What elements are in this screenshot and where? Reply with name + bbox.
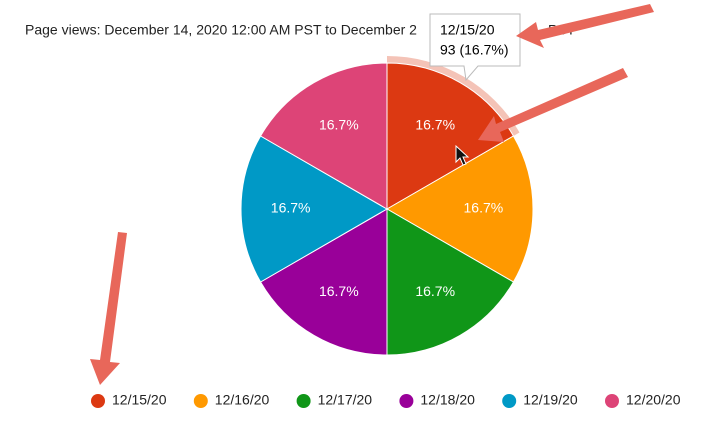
mouse-cursor (455, 144, 470, 166)
slice-label: 16.7% (464, 200, 504, 216)
slice-label: 16.7% (271, 200, 311, 216)
pie-slice (259, 62, 388, 210)
slice-label: 16.7% (415, 283, 455, 299)
legend: 12/15/20 12/16/20 12/17/20 12/18/20 12/19/20… (91, 392, 681, 408)
legend-label: 12/19/20 (523, 392, 578, 408)
slice-label: 16.7% (415, 116, 455, 132)
tooltip: 12/15/20 93 (16.7%) (429, 13, 521, 82)
chart-title: Page views: December 14, 2020 12:00 AM P… (25, 22, 417, 38)
legend-label: 12/16/20 (215, 392, 270, 408)
legend-label: 12/15/20 (112, 392, 167, 408)
slice-highlight (387, 56, 520, 136)
arrow (516, 4, 654, 48)
tooltip-text: 93 (16.7%) (440, 42, 508, 58)
tooltip-box (429, 13, 521, 82)
legend-marker (193, 394, 208, 408)
legend-label: 12/17/20 (318, 392, 373, 408)
legend-label: 12/20/20 (626, 392, 681, 408)
pie-slice (385, 135, 534, 283)
legend-marker (502, 394, 517, 408)
pie: 16.7% 16.7% 16.7% 16.7% 16.7% 16.7% (240, 56, 534, 356)
arrow (478, 68, 628, 142)
tooltip-label: 12/15/20 (440, 22, 495, 38)
legend-marker (399, 394, 414, 408)
pie-slice (386, 208, 515, 356)
arrow (90, 232, 127, 385)
legend-marker (605, 394, 619, 408)
legend-marker (91, 394, 105, 408)
slice-label: 16.7% (319, 116, 359, 132)
legend-marker (296, 394, 311, 408)
legend-label: 12/18/20 (420, 392, 475, 408)
annotation-arrows (90, 4, 654, 385)
pie-slice (259, 208, 388, 356)
pie-slice (240, 135, 389, 283)
slice-label: 16.7% (319, 283, 359, 299)
